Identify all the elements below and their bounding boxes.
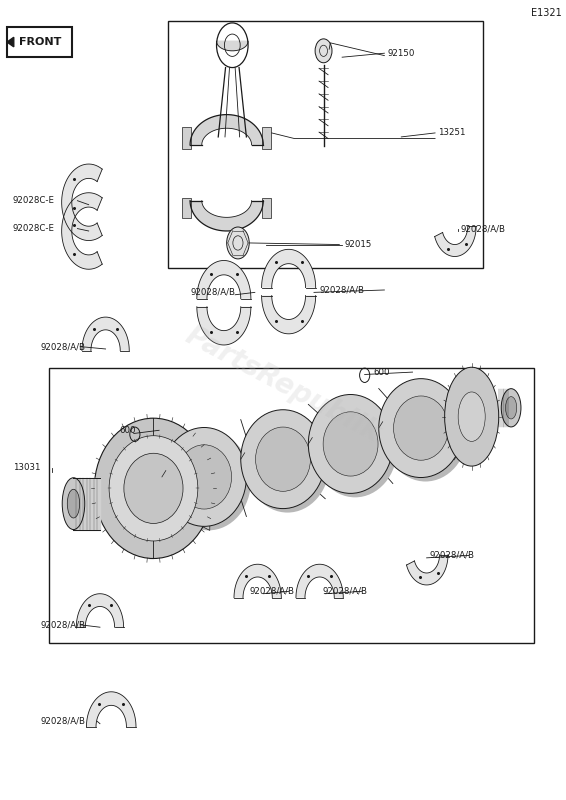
Text: 92028/A/B: 92028/A/B: [41, 620, 86, 630]
Ellipse shape: [166, 431, 251, 530]
Polygon shape: [62, 164, 102, 241]
Ellipse shape: [323, 412, 378, 476]
Text: 92028C-E: 92028C-E: [12, 224, 55, 233]
Ellipse shape: [67, 490, 80, 518]
Ellipse shape: [393, 396, 448, 460]
Text: 92028C-E: 92028C-E: [12, 196, 55, 205]
Text: 13251: 13251: [438, 129, 465, 138]
Bar: [262, 126, 271, 149]
Text: 92015: 92015: [345, 240, 372, 249]
Polygon shape: [197, 261, 251, 298]
Ellipse shape: [313, 398, 397, 498]
Bar: [168, 22, 483, 269]
Text: 600: 600: [119, 426, 136, 434]
Ellipse shape: [95, 418, 213, 558]
Ellipse shape: [255, 427, 311, 491]
Ellipse shape: [505, 397, 517, 419]
Ellipse shape: [308, 394, 393, 494]
Ellipse shape: [445, 367, 499, 466]
Ellipse shape: [109, 436, 198, 541]
Ellipse shape: [379, 378, 463, 478]
Text: 92028/A/B: 92028/A/B: [41, 342, 86, 351]
Polygon shape: [261, 250, 316, 287]
Text: PartsRepublik: PartsRepublik: [181, 321, 385, 447]
Polygon shape: [82, 317, 129, 350]
Text: 92028/A/B: 92028/A/B: [190, 288, 235, 297]
Ellipse shape: [458, 392, 485, 442]
Polygon shape: [217, 42, 248, 50]
Polygon shape: [190, 201, 263, 231]
Bar: [262, 198, 271, 218]
Polygon shape: [406, 554, 448, 585]
Polygon shape: [296, 564, 343, 598]
Ellipse shape: [241, 410, 325, 509]
Circle shape: [315, 39, 332, 62]
Ellipse shape: [501, 389, 521, 427]
Text: 600: 600: [373, 367, 389, 377]
Bar: [7, 27, 72, 57]
Bar: [182, 198, 191, 218]
Text: 13031: 13031: [12, 463, 40, 472]
Text: 92150: 92150: [387, 49, 414, 58]
Ellipse shape: [124, 454, 183, 523]
Ellipse shape: [162, 427, 246, 526]
Text: 92028/A/B: 92028/A/B: [323, 587, 367, 596]
Bar: [182, 126, 191, 149]
Polygon shape: [197, 306, 251, 345]
Text: 92028/A/B: 92028/A/B: [249, 587, 294, 596]
Polygon shape: [62, 193, 102, 270]
Text: 92028/A/B: 92028/A/B: [460, 224, 505, 233]
Polygon shape: [261, 295, 316, 334]
Ellipse shape: [245, 414, 330, 513]
Text: 92028/A/B: 92028/A/B: [320, 286, 365, 294]
Text: FRONT: FRONT: [19, 37, 61, 47]
Polygon shape: [76, 594, 123, 627]
Polygon shape: [234, 564, 281, 598]
Polygon shape: [435, 226, 476, 257]
Text: 92028/A/B: 92028/A/B: [430, 551, 474, 560]
Text: 92028/A/B: 92028/A/B: [41, 717, 86, 726]
Ellipse shape: [383, 382, 468, 482]
Polygon shape: [87, 692, 136, 727]
Bar: [49, 368, 534, 643]
Text: E1321: E1321: [531, 8, 562, 18]
Polygon shape: [190, 114, 263, 145]
Ellipse shape: [177, 445, 231, 509]
Ellipse shape: [62, 478, 85, 530]
Polygon shape: [165, 446, 210, 530]
Polygon shape: [7, 38, 14, 47]
Circle shape: [226, 227, 249, 259]
